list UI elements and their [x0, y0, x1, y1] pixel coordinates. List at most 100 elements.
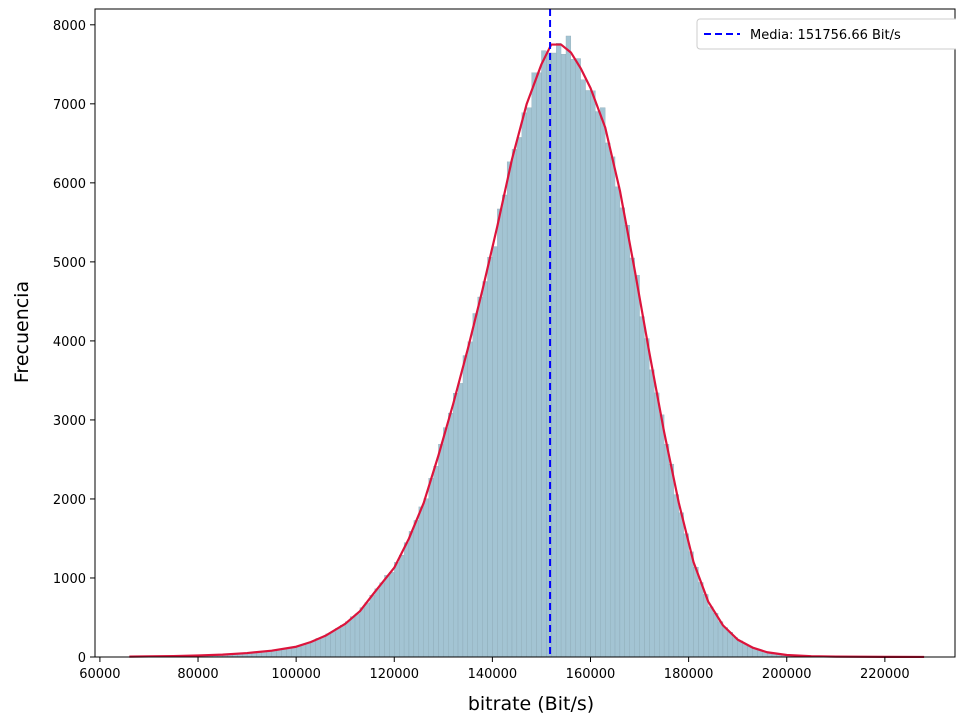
histogram-bar [511, 149, 518, 658]
x-tick-label: 100000 [271, 667, 321, 682]
y-tick-label: 3000 [53, 414, 86, 429]
histogram-bar [663, 444, 670, 658]
legend-box [696, 18, 956, 50]
histogram-bar [713, 613, 719, 658]
histogram-bar [683, 533, 689, 658]
histogram-bar [693, 567, 699, 658]
histogram-bar [570, 59, 576, 658]
histogram-bar [448, 412, 454, 658]
histogram-bar [300, 644, 307, 658]
histogram-bar [649, 369, 655, 658]
x-tick-label: 200000 [762, 667, 812, 682]
histogram-bar [610, 156, 616, 658]
histogram-bar [345, 621, 351, 658]
x-tick-label: 120000 [369, 667, 419, 682]
histogram-bar [560, 54, 567, 658]
histogram-bar [413, 520, 419, 658]
histogram-bar [595, 111, 601, 658]
histogram-bar [575, 58, 581, 658]
histogram-bar [673, 494, 679, 658]
histogram-bar [354, 613, 361, 658]
histogram-bar [624, 225, 630, 658]
histogram-bar [644, 338, 650, 658]
density-curve [129, 43, 925, 659]
y-tick-label: 2000 [53, 493, 86, 508]
histogram-bar [492, 246, 498, 658]
histogram-bar [521, 112, 527, 658]
histogram-bar [340, 625, 346, 658]
histogram-bar [364, 602, 370, 658]
histogram-bar [536, 72, 542, 658]
histogram-bar [742, 643, 748, 658]
histogram-bar [639, 316, 645, 658]
x-tick-label: 60000 [79, 667, 120, 682]
histogram-bar [703, 594, 709, 658]
histogram-bar [394, 562, 400, 658]
histogram-bar [654, 392, 660, 658]
histogram-bar [678, 512, 684, 658]
histogram-bar [408, 531, 415, 658]
histogram-bar [688, 551, 694, 658]
histogram-bar [453, 392, 459, 658]
x-tick-label: 180000 [664, 667, 714, 682]
histogram-bar [551, 52, 557, 658]
histogram-bar [384, 575, 390, 658]
histogram-bar [497, 208, 503, 658]
histogram-bar [580, 79, 586, 658]
histogram-bar [717, 621, 724, 658]
histogram-bar [634, 275, 640, 658]
histogram-bar [379, 582, 385, 658]
histogram-bar [516, 137, 522, 658]
histogram-bar [722, 627, 728, 658]
histogram-bar [330, 631, 336, 658]
histogram-bar [438, 444, 444, 658]
histogram-bar [349, 616, 356, 658]
histogram-bar [399, 554, 405, 658]
histogram-bar [374, 588, 380, 658]
histogram-bar [737, 640, 743, 658]
histogram-bar [659, 414, 665, 658]
x-tick-label: 220000 [860, 667, 910, 682]
histogram-bar [668, 463, 675, 658]
histogram-bar [423, 498, 429, 658]
histogram-bar [335, 628, 341, 658]
histogram-bar [487, 256, 493, 658]
legend-mean-label: Media: 151756.66 Bit/s [750, 28, 901, 43]
histogram-bar [698, 582, 704, 658]
histogram-bars [129, 35, 925, 658]
histogram-bar [428, 478, 434, 658]
histogram-bar [418, 506, 424, 658]
histogram-bar [605, 142, 611, 658]
x-tick-label: 140000 [468, 667, 518, 682]
histogram-bar [310, 640, 316, 658]
histogram-bar [502, 194, 508, 658]
plot-frame [94, 8, 956, 658]
y-tick-label: 0 [78, 651, 86, 666]
y-tick-label: 8000 [53, 19, 86, 34]
histogram-bar [614, 186, 621, 658]
histogram-bar [320, 636, 326, 658]
histogram-bar [600, 107, 606, 658]
histogram-bar [506, 161, 513, 658]
x-tick-label: 80000 [177, 667, 218, 682]
histogram-bar [727, 632, 733, 658]
histogram-bar [619, 207, 625, 658]
histogram-bar [708, 606, 714, 658]
x-tick-label: 160000 [566, 667, 616, 682]
y-axis-title: Frecuencia [11, 281, 33, 383]
histogram-bar [541, 50, 547, 658]
x-axis: 60000 80000 100000 120000 140000 160000 180000… [79, 657, 910, 682]
histogram-bar [403, 542, 410, 658]
legend: Media: 151756.66 Bit/s [696, 18, 956, 50]
histogram-bar [359, 607, 365, 658]
histogram-bar [315, 638, 321, 658]
y-tick-label: 6000 [53, 177, 86, 192]
histogram-bar [590, 90, 596, 658]
y-axis: 0 1000 2000 3000 4000 5000 6000 7000 8000 [53, 19, 95, 666]
histogram-bar [286, 647, 292, 658]
histogram-bar [565, 35, 572, 658]
histogram-bar [433, 466, 439, 658]
histogram-bar [325, 633, 331, 658]
histogram-bar [462, 355, 468, 658]
